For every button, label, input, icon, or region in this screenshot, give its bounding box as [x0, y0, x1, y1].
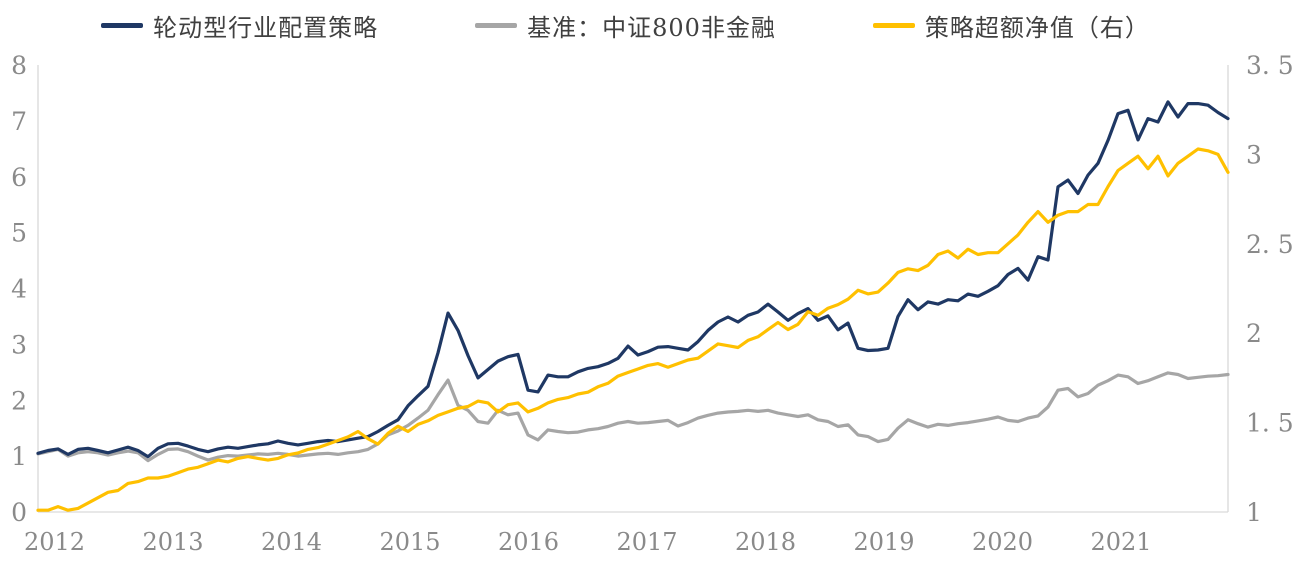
left-axis-tick-label: 3 — [11, 330, 27, 359]
legend-item-strategy: 轮动型行业配置策略 — [101, 8, 378, 43]
series-line-1 — [36, 371, 1230, 463]
series-line-2 — [36, 147, 1230, 512]
legend-item-excess: 策略超额净值（右） — [872, 8, 1150, 43]
x-axis-tick-label: 2021 — [1090, 528, 1151, 556]
x-axis-tick-label: 2016 — [498, 528, 559, 556]
legend: 轮动型行业配置策略 基准：中证800非金融 策略超额净值（右） — [0, 8, 1275, 43]
x-axis-tick-label: 2015 — [379, 528, 440, 556]
x-axis-tick-label: 2013 — [142, 528, 203, 556]
right-axis-tick-label: 2 — [1246, 319, 1262, 348]
left-axis-tick-label: 1 — [11, 442, 27, 471]
legend-line-swatch-navy — [101, 23, 144, 28]
x-axis-tick-label: 2012 — [24, 528, 85, 556]
left-axis-tick-label: 0 — [11, 498, 27, 527]
series-line-0 — [36, 100, 1230, 459]
legend-label-benchmark: 基准：中证800非金融 — [527, 14, 776, 42]
left-axis-tick-label: 2 — [11, 386, 27, 415]
right-axis-tick-label: 3 — [1246, 140, 1262, 169]
legend-label-strategy: 轮动型行业配置策略 — [153, 14, 379, 42]
legend-line-swatch-gray — [475, 23, 518, 28]
x-axis-tick-label: 2017 — [616, 528, 677, 556]
left-axis-tick-label: 8 — [11, 51, 27, 80]
right-axis-tick-label: 2. 5 — [1246, 230, 1294, 259]
right-axis-tick-label: 1. 5 — [1246, 409, 1294, 438]
left-axis-tick-label: 7 — [11, 107, 27, 136]
x-axis-tick-label: 2014 — [261, 528, 322, 556]
left-axis-tick-label: 5 — [11, 219, 27, 248]
legend-line-swatch-yellow — [872, 23, 915, 28]
right-axis-tick-label: 1 — [1246, 498, 1262, 527]
right-axis-tick-label: 3. 5 — [1246, 51, 1294, 80]
x-axis-tick-label: 2019 — [853, 528, 914, 556]
x-axis-tick-label: 2018 — [735, 528, 796, 556]
legend-label-excess: 策略超额净值（右） — [924, 14, 1150, 42]
x-axis-tick-label: 2020 — [972, 528, 1033, 556]
left-axis-tick-label: 4 — [11, 275, 27, 304]
legend-item-benchmark: 基准：中证800非金融 — [475, 8, 776, 43]
left-axis-tick-label: 6 — [11, 163, 27, 192]
